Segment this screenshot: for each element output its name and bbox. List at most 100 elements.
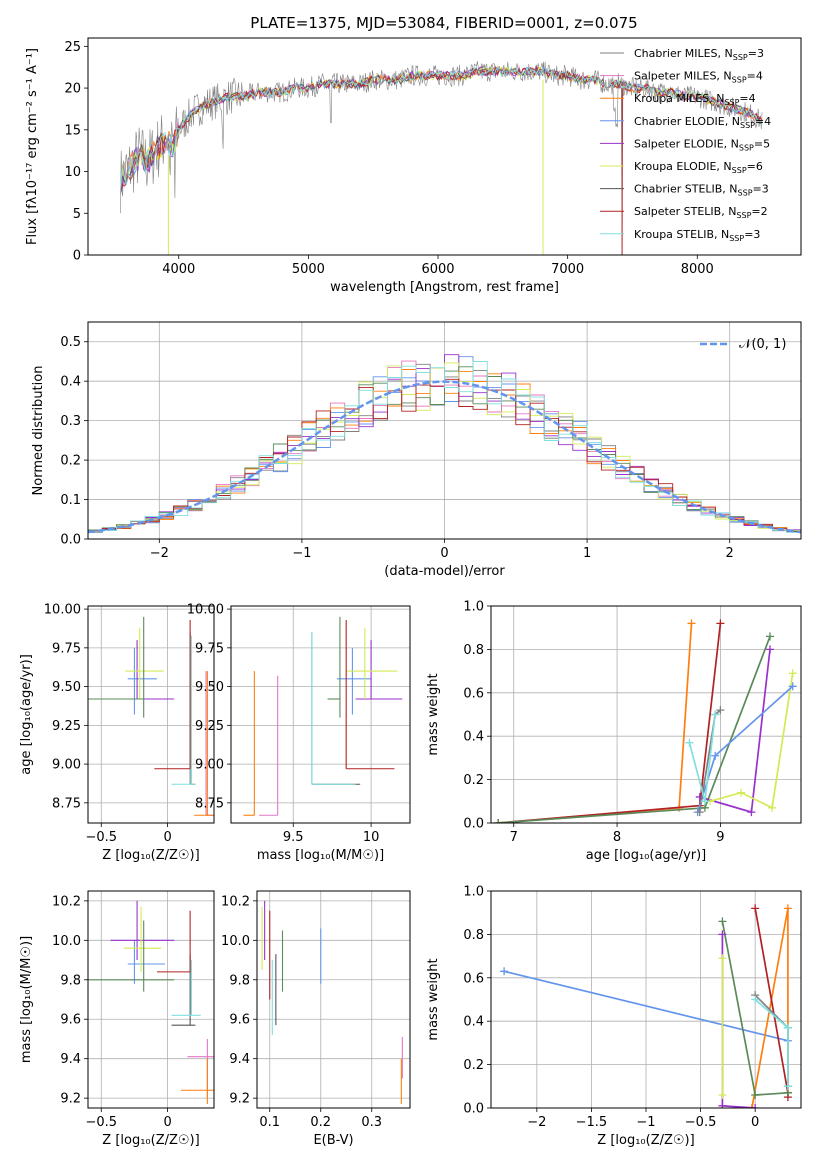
y-tick-label: 0.0 — [463, 1102, 484, 1117]
y-tick-label: 9.00 — [195, 758, 224, 773]
model-spectrum-line — [119, 67, 763, 194]
y-tick-label: 9.50 — [195, 680, 224, 695]
histogram-lines — [88, 354, 801, 535]
series-marker — [700, 797, 709, 806]
series-marker — [716, 619, 725, 628]
series-marker — [751, 904, 760, 913]
y-tick-label: 9.2 — [60, 1092, 81, 1107]
y-tick-label: 0.0 — [60, 533, 81, 548]
plot-frame — [87, 890, 215, 1109]
y-tick-label: 9.25 — [52, 719, 81, 734]
x-tick-label: 8 — [613, 830, 621, 845]
plot-frame — [490, 605, 802, 824]
y-tick-label: 9.8 — [60, 973, 81, 988]
x-tick-label: 0 — [163, 1115, 171, 1130]
x-tick-label: −1 — [636, 1115, 655, 1130]
model-spectrum-line — [119, 66, 763, 194]
plot-frame — [87, 605, 215, 824]
series-marker — [766, 632, 774, 641]
y-tick-label: 5 — [73, 207, 81, 222]
series-marker — [766, 645, 774, 654]
series-marker — [751, 995, 760, 1004]
series-marker — [711, 751, 720, 760]
y-axis-label: Flux [fλ10⁻¹⁷ erg cm⁻² s⁻¹ A⁻¹] — [25, 48, 40, 245]
y-tick-label: 0.8 — [463, 643, 484, 658]
series-marker — [737, 788, 746, 797]
x-tick-label: 9 — [716, 830, 724, 845]
observed-spectrum-line — [120, 61, 763, 255]
x-axis-label: mass [log₁₀(M/M☉)] — [257, 848, 384, 863]
y-tick-label: 0.3 — [60, 414, 81, 429]
spectrum-legend: Chabrier MILES, NSSP=3 Salpeter MILES, NS… — [600, 47, 771, 243]
legend-entry: Salpeter STELIB, NSSP=2 — [634, 205, 768, 220]
y-tick-label: 1.0 — [463, 885, 484, 900]
gaussian-legend-label: 𝒩(0, 1) — [739, 337, 786, 352]
x-tick-label: 8000 — [681, 262, 714, 277]
legend-entry: Chabrier ELODIE, NSSP=4 — [634, 115, 771, 130]
x-tick-label: 4000 — [162, 262, 195, 277]
y-axis-label: age [log₁₀(age/yr)] — [19, 654, 34, 775]
x-tick-label: −1 — [292, 546, 311, 561]
y-tick-label: 9.8 — [229, 973, 250, 988]
massweight-vs-age-panel: 7 8 9 0.0 0.2 0.4 0.6 0.8 1.0 age [log₁₀(age/yr)]… — [426, 600, 802, 863]
y-tick-label: 9.4 — [229, 1052, 250, 1067]
model-spectrum-line — [119, 65, 763, 194]
series-line — [709, 673, 794, 810]
mass-vs-metallicity-panel: −0.5 0 9.2 9.4 9.6 9.8 10.0 10.2 Z [log₁₀(Z/Z☉)]… — [19, 890, 215, 1148]
model-spectrum-line — [119, 65, 763, 194]
y-tick-label: 0.4 — [463, 1015, 484, 1030]
x-tick-label: 0.2 — [310, 1115, 331, 1130]
plot-frame — [87, 37, 802, 256]
x-tick-label: −2 — [150, 546, 169, 561]
legend-entry: Kroupa MILES, NSSP=4 — [634, 92, 756, 107]
y-tick-label: 9.75 — [195, 641, 224, 656]
y-tick-label: 9.00 — [52, 758, 81, 773]
series-line — [498, 623, 722, 823]
y-tick-label: 10 — [64, 165, 81, 180]
model-spectrum-line — [119, 65, 763, 194]
y-tick-label: 9.2 — [229, 1092, 250, 1107]
legend-entry: Chabrier STELIB, NSSP=3 — [634, 183, 769, 198]
legend-entry: Kroupa STELIB, NSSP=3 — [634, 228, 760, 243]
plot-frame — [490, 890, 802, 1109]
y-tick-label: 10.00 — [44, 603, 81, 618]
y-tick-label: 15 — [64, 123, 81, 138]
x-axis-label: E(B-V) — [313, 1133, 353, 1148]
x-tick-label: 0 — [440, 546, 448, 561]
series-marker — [494, 819, 503, 823]
y-tick-label: 0.5 — [60, 335, 81, 350]
errorbar-points — [88, 616, 214, 816]
series-marker — [695, 808, 704, 817]
y-tick-label: 25 — [64, 40, 81, 55]
series-line — [754, 998, 789, 1087]
x-tick-label: 7000 — [551, 262, 584, 277]
series-line — [754, 994, 789, 1087]
mass-weight-series — [500, 904, 792, 1108]
massweight-vs-metallicity-panel: −2 −1.5 −1 −0.5 0 0.0 0.2 0.4 0.6 0.8 1.0 Z [log₁₀(… — [426, 885, 802, 1148]
series-marker — [747, 1104, 756, 1108]
y-tick-label: 10.2 — [221, 894, 250, 909]
y-tick-label: 0.2 — [463, 1058, 484, 1073]
series-marker — [783, 904, 792, 913]
y-axis-label: mass [log₁₀(M/M☉)] — [19, 936, 34, 1063]
y-tick-label: 0 — [73, 249, 81, 264]
series-line — [498, 623, 693, 823]
x-axis-label: (data-model)/error — [384, 564, 505, 579]
series-marker — [718, 1101, 727, 1108]
y-tick-label: 1.0 — [463, 600, 484, 615]
x-tick-label: 5000 — [292, 262, 325, 277]
model-spectrum-line — [119, 66, 763, 194]
y-tick-label: 9.4 — [60, 1052, 81, 1067]
y-tick-label: 0.0 — [463, 817, 484, 832]
y-tick-label: 9.6 — [229, 1013, 250, 1028]
residual-histogram-panel: −2 −1 0 1 2 0.0 0.1 0.2 0.3 0.4 0.5 (data-model)/er… — [31, 321, 802, 579]
plot-frame — [87, 321, 802, 540]
y-axis-label: mass weight — [426, 673, 441, 755]
x-tick-label: 0 — [163, 830, 171, 845]
y-tick-label: 9.6 — [60, 1013, 81, 1028]
series-marker — [747, 808, 756, 817]
y-tick-label: 9.25 — [195, 719, 224, 734]
x-tick-label: −0.5 — [85, 830, 117, 845]
legend-entry: Salpeter MILES, NSSP=4 — [634, 70, 763, 85]
